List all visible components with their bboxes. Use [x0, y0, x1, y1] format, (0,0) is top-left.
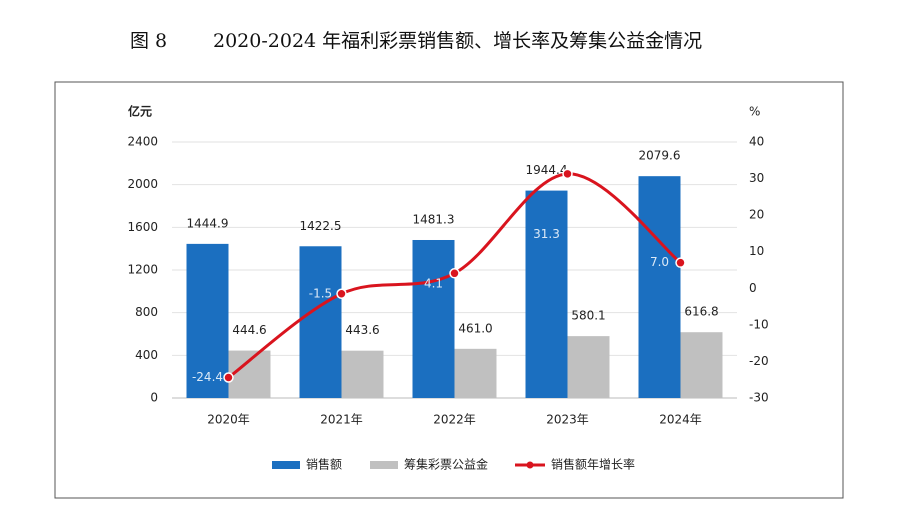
- chart-frame: [54, 81, 844, 499]
- y-tick-label: 1200: [127, 263, 158, 277]
- bar-value-label: 461.0: [458, 321, 492, 335]
- bar: [525, 190, 568, 398]
- y2-tick-label: 30: [749, 171, 764, 185]
- y2-axis-label: %: [749, 105, 760, 119]
- line-marker: [223, 372, 234, 383]
- bar: [299, 246, 342, 398]
- legend-label: 筹集彩票公益金: [404, 457, 488, 472]
- line-value-label: -24.4: [192, 370, 223, 384]
- x-tick-label: 2020年: [207, 413, 250, 427]
- bar: [567, 336, 610, 398]
- line-marker: [675, 257, 686, 268]
- x-tick-label: 2022年: [433, 413, 476, 427]
- y-tick-label: 0: [150, 391, 158, 405]
- legend-swatch: [370, 461, 398, 469]
- y-tick-label: 2400: [127, 135, 158, 149]
- bar-value-label: 2079.6: [639, 149, 681, 163]
- bar: [186, 243, 229, 398]
- bar-value-label: 616.8: [684, 305, 718, 319]
- bar: [412, 239, 455, 398]
- figure-label: 图 8: [130, 30, 167, 52]
- legend-swatch: [526, 461, 534, 469]
- x-tick-label: 2021年: [320, 413, 363, 427]
- line-marker: [562, 168, 573, 180]
- y2-tick-label: 0: [749, 281, 757, 295]
- bar-value-label: 1444.9: [187, 216, 229, 230]
- line-value-label: 4.1: [424, 276, 443, 290]
- y-tick-label: 2000: [127, 177, 158, 191]
- bar: [638, 176, 681, 398]
- line-marker: [336, 288, 347, 300]
- bar-value-label: 580.1: [571, 309, 605, 323]
- bar: [341, 350, 384, 398]
- x-tick-label: 2023年: [546, 413, 589, 427]
- bar-value-label: 1481.3: [413, 212, 455, 226]
- y-tick-label: 1600: [127, 220, 158, 234]
- y2-tick-label: 10: [749, 244, 764, 258]
- line-value-label: 31.3: [533, 227, 560, 241]
- bar-value-label: 444.6: [232, 323, 266, 337]
- y2-tick-label: 20: [749, 208, 764, 222]
- y2-tick-label: -10: [749, 317, 769, 331]
- y2-tick-label: -20: [749, 354, 769, 368]
- bar-value-label: 443.6: [345, 323, 379, 337]
- legend-swatch: [272, 461, 300, 469]
- line-value-label: -1.5: [309, 286, 332, 300]
- bar-value-label: 1422.5: [300, 219, 342, 233]
- y-tick-label: 400: [135, 348, 158, 362]
- y-tick-label: 800: [135, 305, 158, 319]
- bar: [680, 332, 723, 398]
- line-value-label: 7.0: [650, 255, 669, 269]
- y2-tick-label: 40: [749, 135, 764, 149]
- x-tick-label: 2024年: [659, 413, 702, 427]
- bar: [454, 348, 497, 398]
- y2-tick-label: -30: [749, 391, 769, 405]
- line-marker: [449, 268, 460, 279]
- chart-title: 2020-2024 年福利彩票销售额、增长率及筹集公益金情况: [213, 30, 702, 52]
- y-axis-label: 亿元: [128, 104, 152, 119]
- legend-label: 销售额: [306, 457, 342, 472]
- legend-label: 销售额年增长率: [551, 457, 635, 472]
- bar-value-label: 1944.4: [526, 163, 568, 177]
